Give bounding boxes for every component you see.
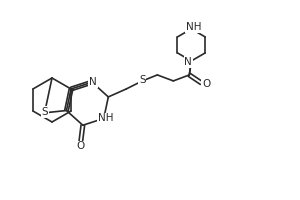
- Text: N: N: [89, 77, 97, 87]
- Text: N: N: [184, 57, 192, 67]
- Text: NH: NH: [186, 22, 201, 32]
- Text: O: O: [202, 79, 210, 89]
- Text: O: O: [77, 141, 85, 151]
- Text: NH: NH: [98, 113, 113, 123]
- Text: S: S: [41, 107, 48, 117]
- Text: S: S: [139, 75, 146, 85]
